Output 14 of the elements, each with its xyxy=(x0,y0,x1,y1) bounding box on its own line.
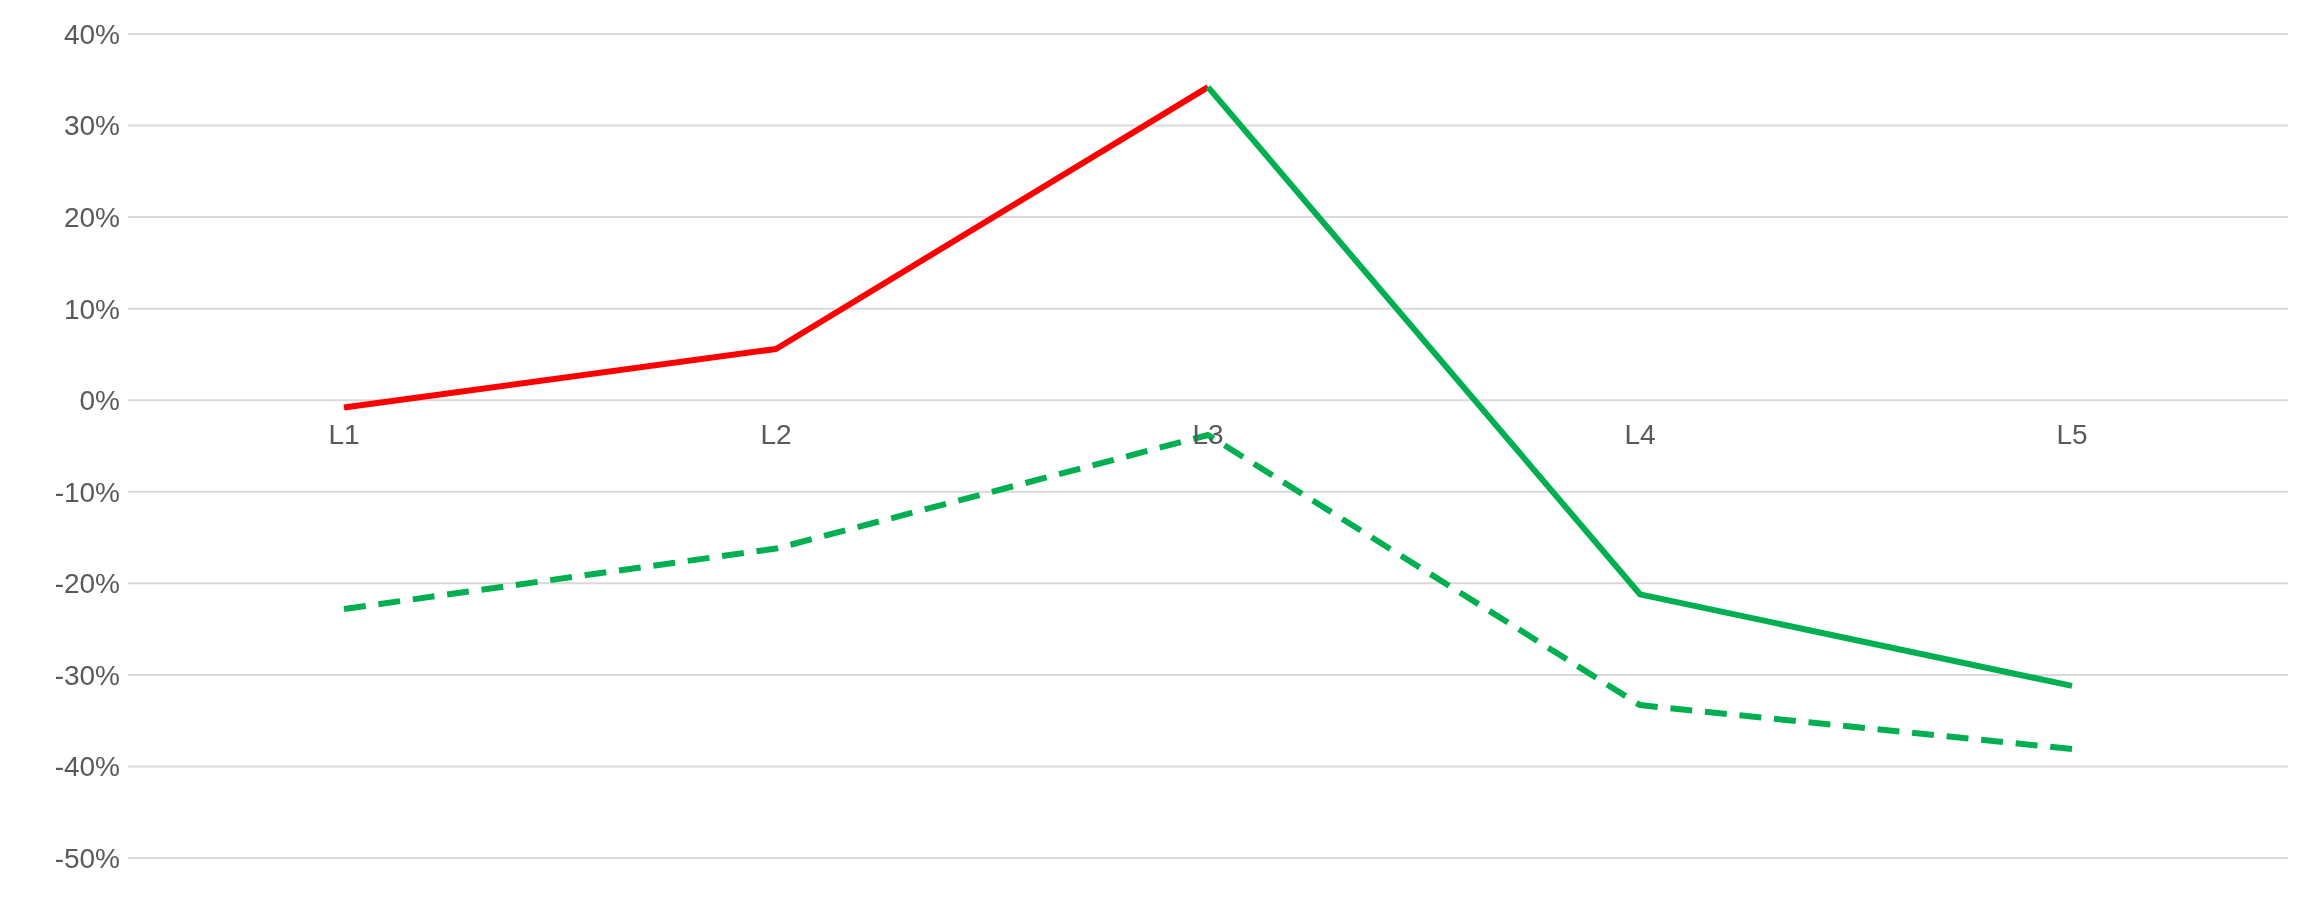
y-tick-label: 20% xyxy=(63,202,120,234)
x-tick-label: L1 xyxy=(328,419,360,451)
y-tick-label: -40% xyxy=(54,751,120,783)
y-tick-label: -10% xyxy=(54,476,120,508)
x-tick-label: L4 xyxy=(1624,419,1656,451)
y-tick-label: 0% xyxy=(79,385,120,417)
y-tick-label: -50% xyxy=(54,842,120,874)
y-tick-label: 30% xyxy=(63,110,120,142)
x-tick-label: L5 xyxy=(2056,419,2088,451)
y-tick-label: -30% xyxy=(54,659,120,691)
y-tick-label: 10% xyxy=(63,293,120,325)
y-tick-label: 40% xyxy=(63,18,120,50)
y-tick-label: -20% xyxy=(54,568,120,600)
x-tick-label: L2 xyxy=(760,419,792,451)
